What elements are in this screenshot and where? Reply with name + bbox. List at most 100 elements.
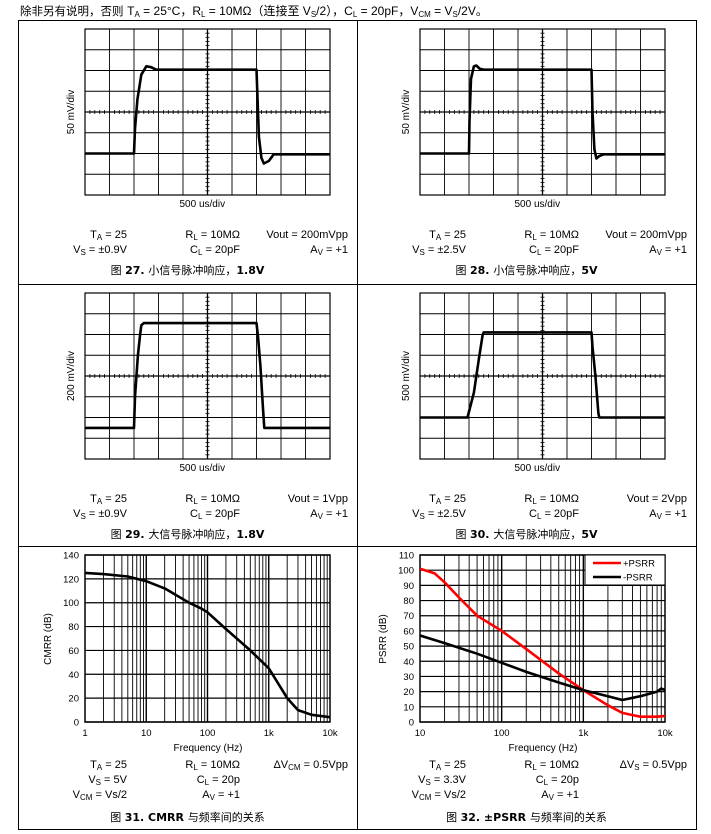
caption-number: 31. CMRR — [124, 811, 188, 824]
condition-param: CL = 20pF — [529, 244, 579, 257]
column-divider — [357, 21, 358, 829]
param-value: AV = +1 — [310, 508, 348, 521]
figure-table — [18, 20, 697, 830]
param-text: C — [528, 244, 537, 256]
param-subscript: L — [193, 763, 198, 772]
y-tick-label: 70 — [403, 611, 414, 622]
y-tick-label: 0 — [74, 718, 79, 729]
param-subscript: S — [80, 248, 86, 257]
param-subscript: L — [197, 248, 203, 257]
caption-text: 与频率间的关系 — [187, 811, 265, 824]
param-value: RL = 10MΩ — [185, 759, 240, 772]
param-subscript: A — [96, 497, 103, 506]
condition-param: Vout = 1Vpp — [288, 493, 348, 506]
series-line-psrr — [419, 567, 666, 718]
condition-param: VS = ±2.5V — [412, 244, 466, 257]
y-axis-label: 500 mV/div — [401, 350, 412, 402]
condition-param: RL = 10MΩ — [185, 229, 240, 242]
param-text: = 20pF — [202, 244, 240, 256]
condition-param: TA = 25 — [429, 229, 466, 242]
condition-param: VS = ±2.5V — [412, 508, 466, 521]
caption-number: 30. — [470, 528, 494, 541]
y-tick-label: 0 — [409, 718, 414, 729]
param-text: = 10MΩ — [536, 229, 579, 241]
y-tick-label: 110 — [399, 551, 414, 562]
condition-param: VS = 5V — [88, 774, 127, 787]
param-text: R — [524, 229, 533, 241]
param-value: VS = ±2.5V — [412, 508, 466, 521]
param-subscript: A — [435, 233, 442, 242]
param-text: R — [185, 759, 194, 771]
param-value: Vout = 2Vpp — [627, 493, 687, 505]
param-text: R — [192, 4, 202, 18]
param-subscript: A — [134, 10, 140, 19]
param-text: A — [310, 244, 318, 256]
param-text: A — [649, 244, 657, 256]
param-text: A — [202, 789, 210, 801]
condition-param: Vout = 200mVpp — [605, 229, 687, 242]
param-text: = 20pF — [541, 244, 579, 256]
y-tick-label: 140 — [63, 551, 79, 562]
caption-prefix: 图 — [110, 811, 125, 824]
y-axis-label: 200 mV/div — [66, 350, 77, 402]
param-subscript: L — [204, 778, 210, 787]
param-text: = ±2.5V — [424, 508, 466, 520]
condition-param: RL = 10MΩ — [524, 493, 579, 506]
param-text: = 10MΩ — [197, 493, 240, 505]
y-axis-label: CMRR (dB) — [43, 612, 54, 665]
param-value: TA = 25 — [90, 759, 127, 772]
param-text: = 20pF — [541, 508, 579, 520]
param-value: TA = 25 — [429, 229, 466, 242]
waveform-trace — [85, 64, 330, 165]
x-axis-label: 500 us/div — [514, 463, 561, 474]
param-value: CL = 20pF — [528, 244, 579, 257]
y-tick-label: 40 — [403, 657, 414, 668]
param-value: RL = 10MΩ — [185, 229, 240, 242]
param-subscript: L — [201, 10, 206, 19]
param-text: = 0.5Vpp — [300, 759, 348, 771]
param-text: A — [310, 508, 318, 520]
y-tick-label: 30 — [403, 672, 414, 683]
condition-param: CL = 20pF — [190, 244, 240, 257]
x-tick-label: 100 — [494, 728, 510, 739]
x-tick-label: 1k — [578, 728, 588, 739]
condition-param: AV = +1 — [202, 789, 240, 802]
param-text: = ±2.5V — [424, 244, 466, 256]
param-text: /2）， — [316, 4, 345, 18]
waveform-trace — [85, 321, 330, 430]
x-axis-label: 500 us/div — [179, 199, 226, 210]
param-value: CL = 20pF — [529, 508, 579, 521]
y-tick-label: 60 — [68, 646, 79, 657]
param-value: VS = ±2.5V — [412, 244, 466, 257]
param-value: Vout = 1Vpp — [288, 493, 348, 505]
param-subscript: CM — [80, 793, 93, 802]
param-text: = 20p — [548, 774, 579, 786]
param-text: = 25 — [441, 759, 466, 771]
y-tick-label: 80 — [403, 596, 414, 607]
condition: VS/2）， — [303, 4, 345, 19]
figure-caption: 图 27. 小信号脉冲响应，1.8V — [18, 264, 357, 277]
param-text: R — [524, 759, 533, 771]
param-text: T — [90, 493, 97, 505]
param-text: = +1 — [322, 244, 348, 256]
param-text: = 25 — [102, 229, 127, 241]
param-value: VS = 5V — [88, 774, 127, 787]
condition-param: ΔVS = 0.5Vpp — [620, 759, 687, 772]
param-text: T — [90, 759, 97, 771]
condition-param: VS = ±0.9V — [73, 244, 127, 257]
y-tick-label: 20 — [403, 687, 414, 698]
param-text: R — [185, 493, 194, 505]
param-text: = ±0.9V — [85, 244, 127, 256]
param-text: V — [412, 508, 420, 520]
chart-fig27 — [84, 28, 331, 196]
param-text: R — [185, 229, 194, 241]
param-subscript: L — [536, 512, 542, 521]
condition-param: VS = 3.3V — [418, 774, 466, 787]
condition-param: TA = 25 — [90, 229, 127, 242]
caption-number: 29. — [125, 528, 149, 541]
param-value: VS = ±0.9V — [73, 244, 127, 257]
x-tick-label: 100 — [200, 728, 216, 739]
param-text: C — [535, 774, 544, 786]
param-value: TA = 25 — [429, 759, 466, 772]
